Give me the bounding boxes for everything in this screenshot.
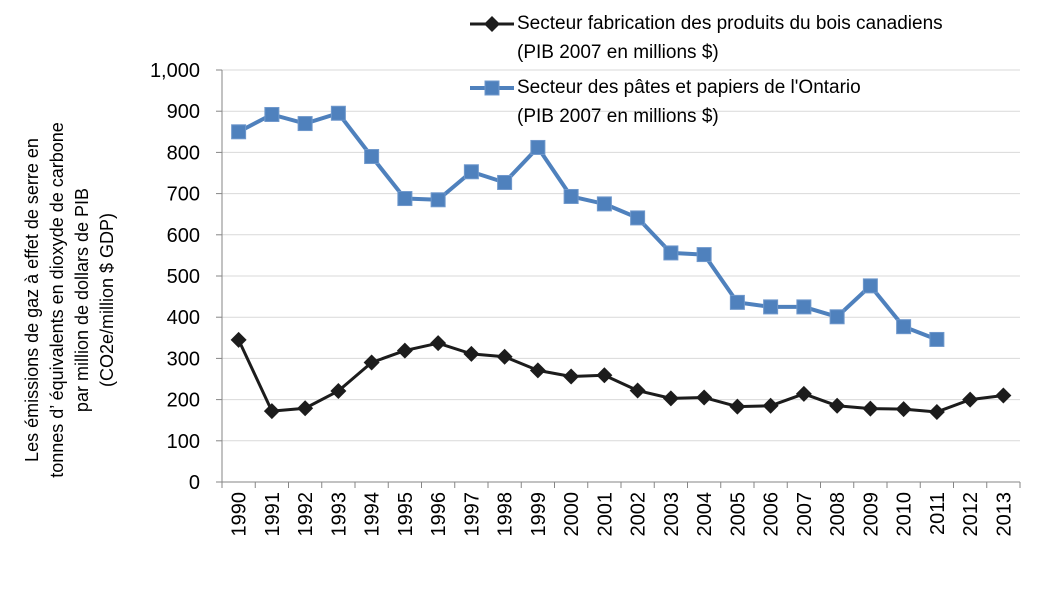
y-tick-label: 1,000 bbox=[150, 60, 200, 82]
y-axis-label: Les émissions de gaz à effet de serre en… bbox=[22, 122, 117, 478]
point bbox=[896, 319, 912, 335]
y-tick-label: 500 bbox=[167, 266, 200, 288]
point bbox=[995, 387, 1012, 404]
point bbox=[696, 389, 713, 406]
point bbox=[862, 400, 879, 417]
x-tick-label: 1999 bbox=[528, 492, 550, 537]
x-tick-label: 1990 bbox=[229, 492, 251, 537]
point bbox=[263, 403, 280, 420]
x-tick-label: 2000 bbox=[561, 492, 583, 537]
point bbox=[729, 398, 746, 415]
point bbox=[330, 382, 347, 399]
point bbox=[497, 174, 513, 190]
y-tick-label: 900 bbox=[167, 101, 200, 123]
line bbox=[237, 111, 938, 342]
point bbox=[862, 278, 878, 294]
x-tick-label: 2004 bbox=[694, 492, 716, 537]
point bbox=[231, 124, 247, 140]
x-tick-label: 1991 bbox=[262, 492, 284, 537]
y-tick-label: 700 bbox=[167, 184, 200, 206]
x-tick-label: 2009 bbox=[860, 492, 882, 537]
point bbox=[630, 210, 646, 226]
x-tick-label: 1996 bbox=[428, 492, 450, 537]
y-tick-label: 300 bbox=[167, 348, 200, 370]
point bbox=[363, 354, 380, 371]
x-tick-label: 1993 bbox=[328, 492, 350, 537]
series bbox=[230, 331, 1012, 420]
legend-label: Secteur fabrication des produits du bois… bbox=[517, 13, 943, 63]
point bbox=[530, 139, 546, 155]
point bbox=[430, 192, 446, 208]
y-tick-label: 0 bbox=[189, 472, 200, 494]
x-tick-label: 2006 bbox=[761, 492, 783, 537]
point bbox=[230, 331, 247, 348]
point bbox=[829, 309, 845, 325]
x-tick-label: 2013 bbox=[993, 492, 1015, 537]
point bbox=[729, 294, 745, 310]
line bbox=[237, 339, 1004, 414]
x-tick-label: 2008 bbox=[827, 492, 849, 537]
point bbox=[663, 245, 679, 261]
point bbox=[895, 401, 912, 418]
point bbox=[762, 397, 779, 414]
y-tick-label: 200 bbox=[167, 390, 200, 412]
y-tick-label: 100 bbox=[167, 431, 200, 453]
y-tick-label: 400 bbox=[167, 307, 200, 329]
x-tick-label: 1994 bbox=[362, 492, 384, 537]
point bbox=[829, 397, 846, 414]
x-tick-label: 1997 bbox=[461, 492, 483, 537]
point bbox=[297, 116, 313, 132]
x-tick-label: 1995 bbox=[395, 492, 417, 537]
legend-marker bbox=[484, 16, 500, 32]
point bbox=[463, 164, 479, 180]
point bbox=[962, 391, 979, 408]
point bbox=[397, 191, 413, 207]
series bbox=[231, 105, 945, 347]
x-tick-label: 2001 bbox=[594, 492, 616, 537]
x-tick-label: 1992 bbox=[295, 492, 317, 537]
y-tick-label: 600 bbox=[167, 225, 200, 247]
point bbox=[396, 342, 413, 359]
x-tick-label: 2005 bbox=[727, 492, 749, 537]
legend-label: Secteur des pâtes et papiers de l'Ontari… bbox=[517, 77, 861, 127]
point bbox=[430, 335, 447, 352]
point bbox=[463, 345, 480, 362]
point bbox=[696, 247, 712, 263]
point bbox=[796, 299, 812, 315]
y-tick-label: 800 bbox=[167, 142, 200, 164]
point bbox=[330, 105, 346, 121]
legend-marker bbox=[484, 80, 500, 96]
point bbox=[629, 382, 646, 399]
point bbox=[563, 368, 580, 385]
x-tick-label: 2012 bbox=[960, 492, 982, 537]
x-tick-label: 2011 bbox=[927, 492, 949, 535]
x-tick-label: 2010 bbox=[894, 492, 916, 537]
point bbox=[596, 196, 612, 212]
x-tick-label: 1998 bbox=[495, 492, 517, 537]
point bbox=[596, 367, 613, 384]
point bbox=[929, 331, 945, 347]
point bbox=[662, 390, 679, 407]
point bbox=[364, 149, 380, 165]
point bbox=[928, 403, 945, 420]
x-tick-label: 2002 bbox=[628, 492, 650, 537]
point bbox=[264, 106, 280, 122]
point bbox=[763, 299, 779, 315]
point bbox=[496, 348, 513, 365]
point bbox=[529, 362, 546, 379]
x-tick-label: 2003 bbox=[661, 492, 683, 537]
point bbox=[297, 400, 314, 417]
point bbox=[795, 385, 812, 402]
point bbox=[563, 188, 579, 204]
x-tick-label: 2007 bbox=[794, 492, 816, 537]
